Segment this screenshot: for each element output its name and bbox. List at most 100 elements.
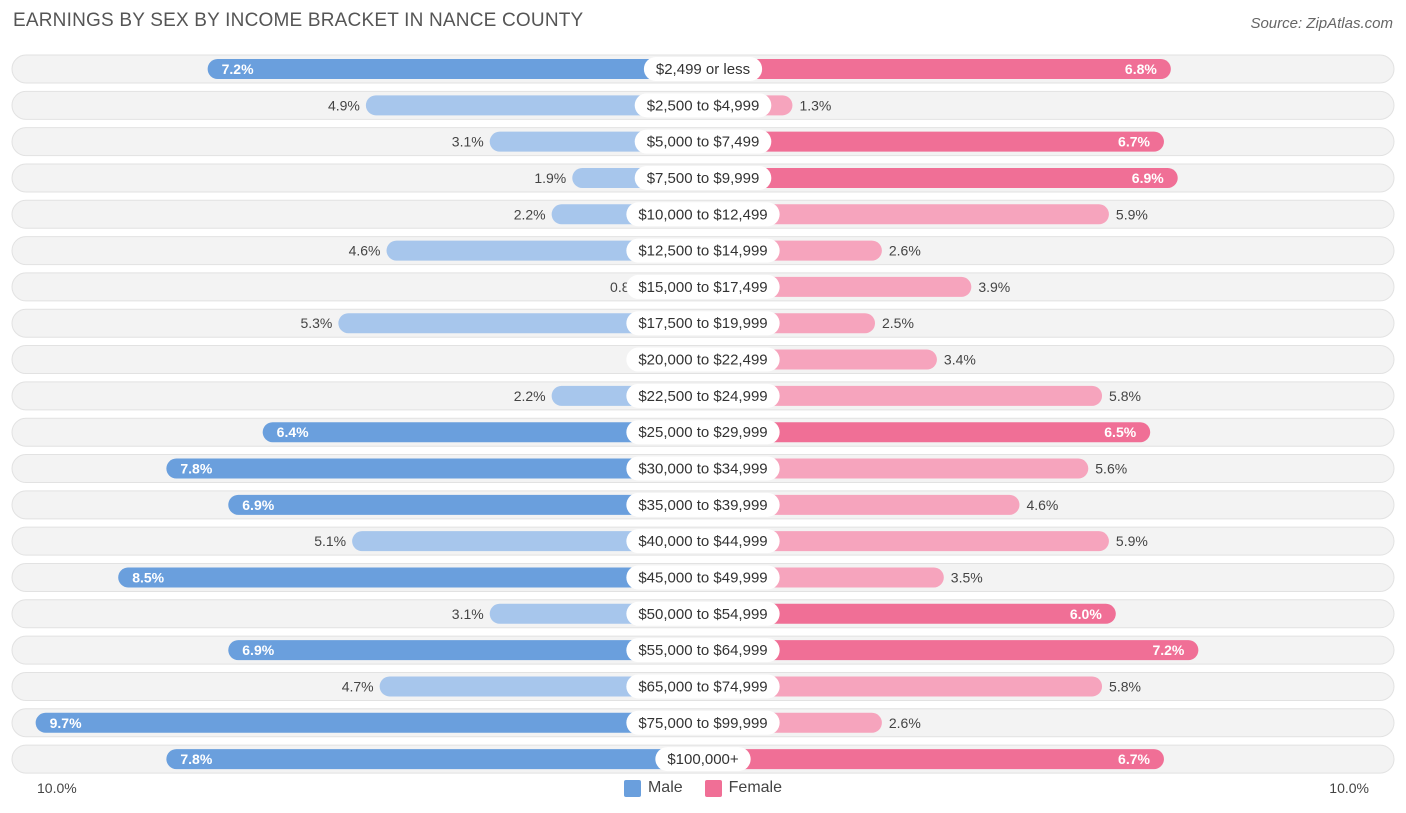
bar-female (703, 458, 1089, 479)
category-pill (626, 420, 780, 445)
category-label: $50,000 to $54,999 (638, 606, 767, 623)
category-label: $35,000 to $39,999 (638, 497, 767, 514)
value-label-female: 6.7% (1118, 134, 1150, 150)
value-label-female: 5.8% (1109, 678, 1141, 694)
value-label-male: 7.2% (222, 61, 254, 77)
chart-title: EARNINGS BY SEX BY INCOME BRACKET IN NAN… (13, 10, 584, 31)
category-label: $25,000 to $29,999 (638, 424, 767, 441)
category-pill (626, 383, 780, 408)
category-label: $5,000 to $7,499 (647, 134, 760, 151)
value-label-male: 7.8% (180, 461, 212, 477)
bar-male (166, 458, 704, 479)
value-label-female: 5.8% (1109, 388, 1141, 404)
legend-label-female: Female (728, 779, 783, 796)
value-label-female: 1.3% (799, 97, 831, 113)
value-label-male: 5.1% (314, 533, 346, 549)
category-label: $55,000 to $64,999 (638, 642, 767, 659)
value-label-male: 9.7% (50, 715, 82, 731)
category-pill (626, 710, 780, 735)
bar-female (703, 204, 1109, 225)
value-label-male: 6.9% (242, 497, 274, 513)
category-pill (626, 347, 780, 372)
category-label: $17,500 to $19,999 (638, 315, 767, 332)
category-pill (634, 129, 772, 154)
bar-male (262, 422, 703, 443)
value-label-female: 2.6% (889, 243, 921, 259)
bar-female (703, 640, 1199, 661)
value-label-female: 3.9% (978, 279, 1010, 295)
bar-male (338, 313, 703, 334)
value-label-male: 3.1% (452, 134, 484, 150)
value-label-female: 6.9% (1132, 170, 1164, 186)
category-label: $10,000 to $12,499 (638, 206, 767, 223)
value-label-male: 6.4% (277, 424, 309, 440)
bar-female (703, 385, 1103, 406)
value-label-male: 4.7% (342, 678, 374, 694)
category-pill (655, 747, 751, 772)
category-pill (626, 601, 780, 626)
category-pill (634, 165, 772, 190)
category-label: $7,500 to $9,999 (647, 170, 760, 187)
category-label: $15,000 to $17,499 (638, 279, 767, 296)
category-label: $40,000 to $44,999 (638, 533, 767, 550)
bar-male (207, 59, 703, 79)
value-label-female: 6.0% (1070, 606, 1102, 622)
bar-male (228, 494, 703, 515)
bar-female (703, 531, 1109, 552)
axis-label-right: 10.0% (1329, 780, 1369, 796)
value-label-male: 4.6% (349, 243, 381, 259)
legend-swatch-female (704, 779, 722, 797)
value-label-female: 6.5% (1104, 424, 1136, 440)
bar-female (703, 167, 1178, 188)
legend-item-female[interactable]: Female (704, 779, 783, 797)
category-pill (626, 202, 780, 227)
value-label-female: 6.7% (1118, 751, 1150, 767)
category-pill (643, 57, 763, 81)
category-pill (626, 674, 780, 699)
value-label-female: 5.9% (1116, 533, 1148, 549)
bar-female (703, 494, 1020, 515)
category-label: $45,000 to $49,999 (638, 569, 767, 586)
bar-female (703, 749, 1164, 770)
value-label-male: 4.9% (328, 97, 360, 113)
category-label: $30,000 to $34,999 (638, 461, 767, 478)
category-label: $2,499 or less (656, 61, 750, 78)
value-label-female: 5.9% (1116, 206, 1148, 222)
bar-male (379, 676, 703, 697)
category-label: $22,500 to $24,999 (638, 388, 767, 405)
bar-male (118, 567, 703, 588)
bar-female (703, 603, 1116, 624)
bar-female (703, 59, 1171, 79)
category-pill (626, 529, 780, 554)
bar-male (365, 95, 703, 116)
value-label-female: 5.6% (1095, 461, 1127, 477)
category-pill (634, 93, 772, 118)
source-credit: Source: ZipAtlas.com (1250, 15, 1393, 32)
value-label-male: 8.5% (132, 569, 164, 585)
category-pill (626, 638, 780, 663)
value-label-female: 7.2% (1152, 642, 1184, 658)
legend-item-male[interactable]: Male (623, 779, 683, 797)
value-label-female: 3.5% (951, 569, 983, 585)
legend: Male Female (0, 779, 1406, 797)
legend-label-male: Male (647, 779, 683, 796)
axis-label-left: 10.0% (37, 780, 77, 796)
value-label-male: 6.9% (242, 642, 274, 658)
category-label: $12,500 to $14,999 (638, 243, 767, 260)
category-pill (626, 565, 780, 590)
legend-swatch-male (623, 779, 641, 797)
category-label: $75,000 to $99,999 (638, 715, 767, 732)
bar-female (703, 676, 1103, 697)
value-label-male: 5.3% (300, 315, 332, 331)
category-label: $20,000 to $22,499 (638, 352, 767, 369)
value-label-male: 7.8% (180, 751, 212, 767)
bar-male (35, 712, 703, 733)
value-label-female: 4.6% (1026, 497, 1058, 513)
category-pill (626, 238, 780, 263)
value-label-male: 3.1% (452, 606, 484, 622)
bar-male (166, 749, 704, 770)
value-label-female: 6.8% (1125, 61, 1157, 77)
category-pill (626, 274, 780, 299)
bar-male (228, 640, 703, 661)
value-label-female: 2.6% (889, 715, 921, 731)
